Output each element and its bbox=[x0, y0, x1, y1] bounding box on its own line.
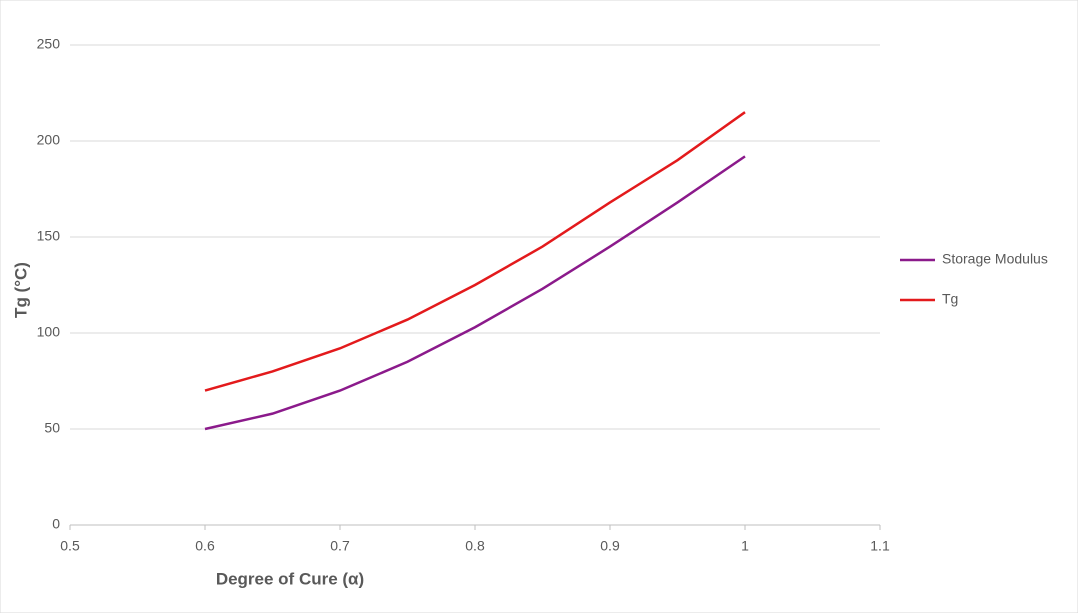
y-tick-label: 200 bbox=[37, 132, 61, 148]
y-tick-label: 150 bbox=[37, 228, 61, 244]
y-tick-label: 100 bbox=[37, 324, 61, 340]
y-axis-title: Tg (°C) bbox=[11, 262, 30, 318]
y-tick-label: 0 bbox=[52, 516, 60, 532]
chart: Degree of Cure (α) Tg (°C) 0 50 100 150 200 2… bbox=[0, 0, 1078, 613]
legend-label: Tg bbox=[942, 291, 958, 307]
x-tick-label: 0.7 bbox=[330, 538, 350, 554]
chart-frame bbox=[0, 0, 1078, 613]
x-axis-title: Degree of Cure (α) bbox=[216, 569, 364, 588]
y-tick-label: 50 bbox=[44, 420, 60, 436]
x-tick-label: 1 bbox=[741, 538, 749, 554]
legend-label: Storage Modulus bbox=[942, 251, 1048, 267]
x-tick-label: 0.9 bbox=[600, 538, 620, 554]
x-tick-label: 0.6 bbox=[195, 538, 215, 554]
y-tick-label: 250 bbox=[37, 36, 61, 52]
x-tick-label: 0.8 bbox=[465, 538, 485, 554]
x-tick-label: 1.1 bbox=[870, 538, 890, 554]
x-tick-label: 0.5 bbox=[60, 538, 80, 554]
